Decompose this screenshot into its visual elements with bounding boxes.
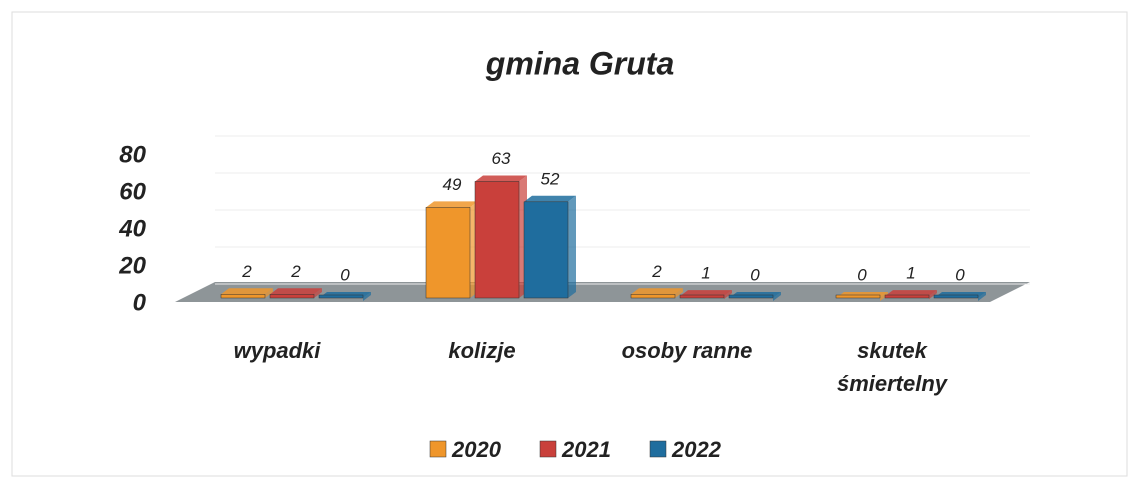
x-tick-label: osoby ranne (622, 338, 753, 363)
bar-top (270, 288, 322, 295)
label-line: skutek (857, 338, 928, 363)
y-tick-label: 60 (119, 178, 146, 205)
bar-top (885, 290, 937, 297)
data-label: 2 (651, 262, 662, 281)
bar (318, 294, 364, 299)
data-label: 0 (340, 265, 350, 284)
data-label: 63 (492, 149, 511, 168)
bar-side (314, 288, 322, 298)
bar-side (568, 195, 576, 298)
bar-side (773, 292, 781, 301)
bar-side (880, 292, 888, 301)
bar-side (675, 288, 683, 298)
data-label: 0 (750, 265, 760, 284)
legend-label: 2022 (671, 437, 722, 462)
data-label: 2 (290, 262, 301, 281)
bar (835, 294, 881, 299)
legend-swatch (649, 440, 667, 458)
bar (933, 294, 979, 299)
legend-label: 2021 (561, 437, 611, 462)
bar (630, 294, 676, 299)
bar (220, 294, 266, 299)
data-label: 49 (443, 175, 462, 194)
y-tick-label: 40 (118, 215, 146, 242)
legend-label: 2020 (451, 437, 502, 462)
bar-side (724, 290, 732, 300)
data-label: 1 (701, 264, 710, 283)
bar (884, 294, 930, 299)
y-tick-label: 0 (133, 289, 147, 316)
data-label: 52 (541, 169, 560, 188)
bar-top (221, 288, 273, 295)
data-label: 0 (857, 265, 867, 284)
bar-side (978, 292, 986, 301)
floor (175, 282, 1030, 302)
y-tick-label: 20 (118, 252, 146, 279)
bar (679, 294, 725, 299)
x-tick-label: wypadki (234, 338, 322, 363)
chart-title: gmina Gruta (485, 45, 674, 81)
bar (728, 294, 774, 299)
bar-top (475, 175, 527, 182)
bar-top (426, 201, 478, 208)
bar (269, 294, 315, 299)
bar-side (363, 292, 371, 301)
legend-swatch (539, 440, 557, 458)
bar-top (631, 288, 683, 295)
bar-side (929, 290, 937, 300)
bar (523, 201, 569, 299)
bar-top (524, 195, 576, 202)
data-label: 2 (241, 262, 252, 281)
bar-side (265, 288, 273, 298)
bar (474, 181, 520, 299)
data-label: 0 (955, 265, 965, 284)
label-line: śmiertelny (837, 371, 949, 396)
data-label: 1 (906, 264, 915, 283)
x-tick-label: skutek śmiertelny (837, 338, 949, 396)
legend-swatch (429, 440, 447, 458)
x-tick-label: kolizje (448, 338, 515, 363)
bar (425, 207, 471, 299)
bar-top (680, 290, 732, 297)
y-tick-label: 80 (119, 141, 146, 168)
